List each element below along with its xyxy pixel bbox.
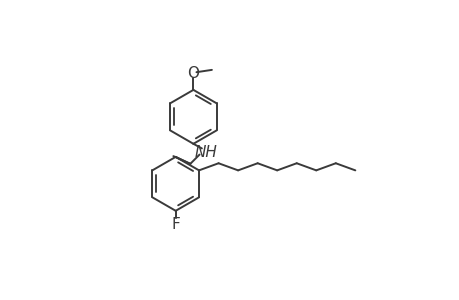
Text: NH: NH xyxy=(195,145,218,160)
Text: F: F xyxy=(171,217,179,232)
Text: O: O xyxy=(187,66,199,81)
